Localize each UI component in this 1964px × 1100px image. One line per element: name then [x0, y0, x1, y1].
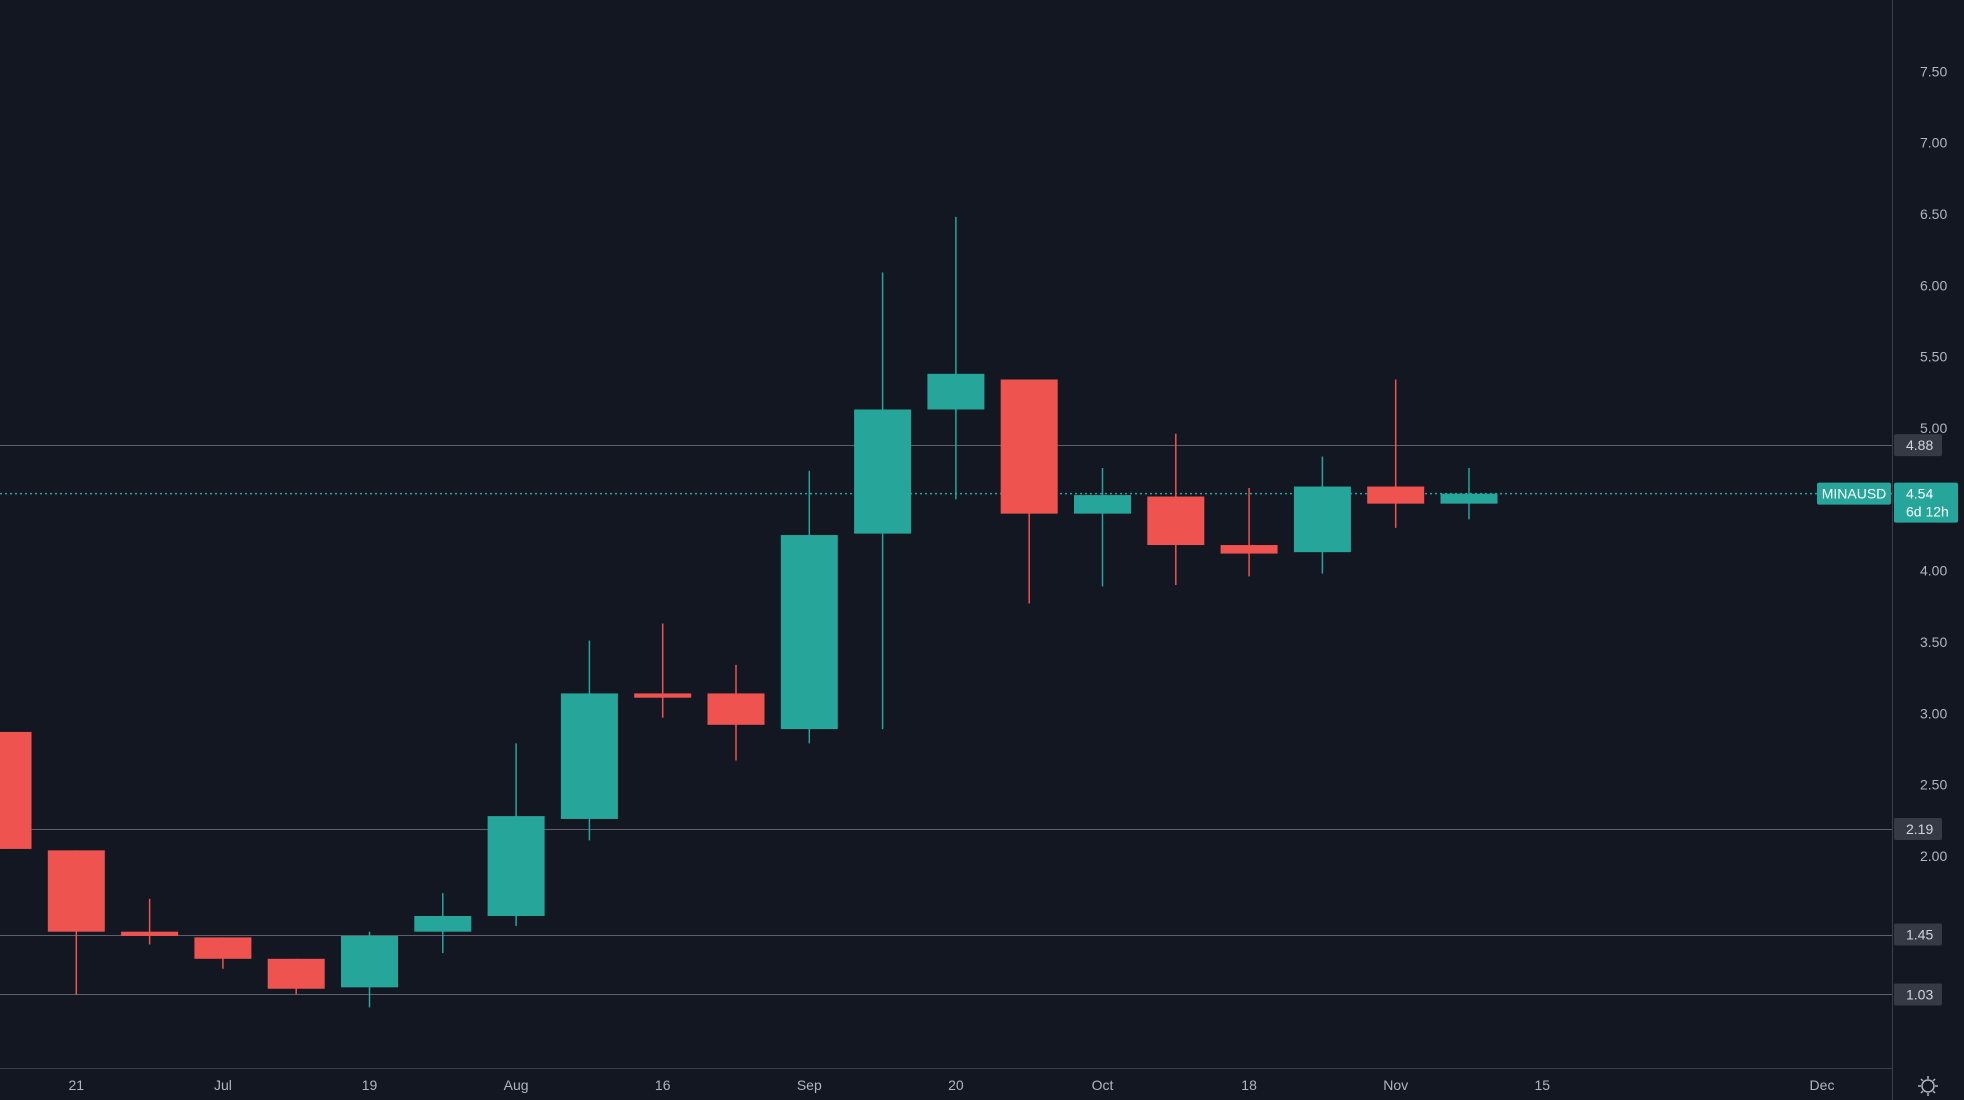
candle-body [1440, 493, 1498, 504]
candle [267, 958, 325, 995]
level-label: 1.03 [1906, 986, 1933, 1002]
candle-body [1000, 379, 1058, 514]
y-tick-label: 5.50 [1920, 349, 1947, 365]
level-labels: 4.88 2.19 1.45 1.03 [1894, 434, 1942, 1006]
x-tick-label: 19 [362, 1077, 378, 1093]
y-tick-label: 3.00 [1920, 705, 1947, 721]
y-tick-label: 2.00 [1920, 848, 1947, 864]
candle [47, 850, 105, 995]
candle [1000, 379, 1058, 604]
y-tick-label: 6.50 [1920, 206, 1947, 222]
candle-body [927, 373, 985, 410]
x-tick-label: Oct [1092, 1077, 1114, 1093]
candle-body [267, 958, 325, 989]
candle [1440, 467, 1498, 520]
candle-body [47, 850, 105, 932]
x-tick-label: Nov [1383, 1077, 1408, 1093]
candle-body [634, 693, 692, 698]
x-tick-label: 16 [655, 1077, 671, 1093]
symbol-tag-bg [1817, 482, 1891, 505]
last-price-tag: 4.54 6d 12h [1894, 482, 1958, 523]
price-axis[interactable]: 2.00 2.50 3.00 3.50 4.00 5.00 5.50 6.00 6.50 7.00… [1920, 63, 1947, 864]
candle [634, 623, 692, 718]
gear-ring [1921, 1079, 1935, 1093]
x-tick-label: 21 [69, 1077, 85, 1093]
candle-body [121, 931, 179, 936]
candle [121, 898, 179, 945]
y-tick-label: 4.00 [1920, 563, 1947, 579]
candle-body [194, 937, 252, 959]
candle-body [1220, 545, 1278, 554]
level-label-bg [1894, 983, 1942, 1006]
candle-body [341, 935, 398, 988]
x-tick-label: 18 [1241, 1077, 1257, 1093]
countdown-label: 6d 12h [1906, 504, 1949, 520]
candle-body [1147, 496, 1205, 546]
candle-body [0, 731, 32, 849]
x-tick-label: Dec [1810, 1077, 1835, 1093]
time-axis[interactable]: 21 Jul 19 Aug 16 Sep 20 Oct 18 Nov 15 Dec [69, 1077, 1835, 1093]
candle-body [560, 693, 618, 819]
y-tick-label: 2.50 [1920, 777, 1947, 793]
y-tick-label: 7.50 [1920, 63, 1947, 79]
x-tick-label: Sep [797, 1077, 822, 1093]
candles [0, 216, 1498, 1008]
x-tick-label: 15 [1535, 1077, 1551, 1093]
candle [927, 216, 985, 500]
candle [1147, 433, 1205, 585]
level-label-bg [1894, 923, 1942, 946]
candle [1293, 456, 1351, 574]
candle [341, 931, 398, 1008]
candle [780, 470, 838, 744]
candle [1074, 467, 1131, 587]
candle-body [780, 535, 838, 730]
horizontal-levels [0, 445, 1892, 995]
candle-body [1293, 486, 1351, 553]
x-tick-label: 20 [948, 1077, 964, 1093]
symbol-tag: MINAUSD [1817, 482, 1891, 505]
level-label-bg [1894, 817, 1942, 840]
y-tick-label: 3.50 [1920, 634, 1947, 650]
y-tick-label: 7.00 [1920, 135, 1947, 151]
candle [194, 937, 252, 969]
x-tick-label: Aug [504, 1077, 529, 1093]
candle-body [487, 816, 545, 916]
candle-body [1074, 495, 1131, 514]
candle [1367, 379, 1425, 528]
settings-gear-icon[interactable] [1918, 1076, 1938, 1096]
gear-teeth [1918, 1076, 1938, 1096]
y-tick-label: 6.00 [1920, 277, 1947, 293]
candle [854, 272, 912, 730]
candle [560, 640, 618, 841]
candle [414, 893, 472, 954]
candle [487, 743, 545, 926]
last-price-label: 4.54 [1906, 486, 1933, 502]
level-label: 2.19 [1906, 821, 1933, 837]
candle-body [1367, 486, 1425, 504]
candle-body [707, 693, 765, 725]
y-tick-label: 5.00 [1920, 420, 1947, 436]
last-price-tag-bg [1894, 482, 1958, 523]
candle-body [854, 409, 912, 534]
level-label-bg [1894, 434, 1942, 457]
x-tick-label: Jul [214, 1077, 232, 1093]
level-label: 1.45 [1906, 927, 1933, 943]
symbol-label: MINAUSD [1822, 486, 1887, 502]
candle-body [414, 915, 472, 932]
level-label: 4.88 [1906, 437, 1933, 453]
candle [1220, 487, 1278, 577]
candle [0, 731, 32, 849]
candle [707, 664, 765, 761]
